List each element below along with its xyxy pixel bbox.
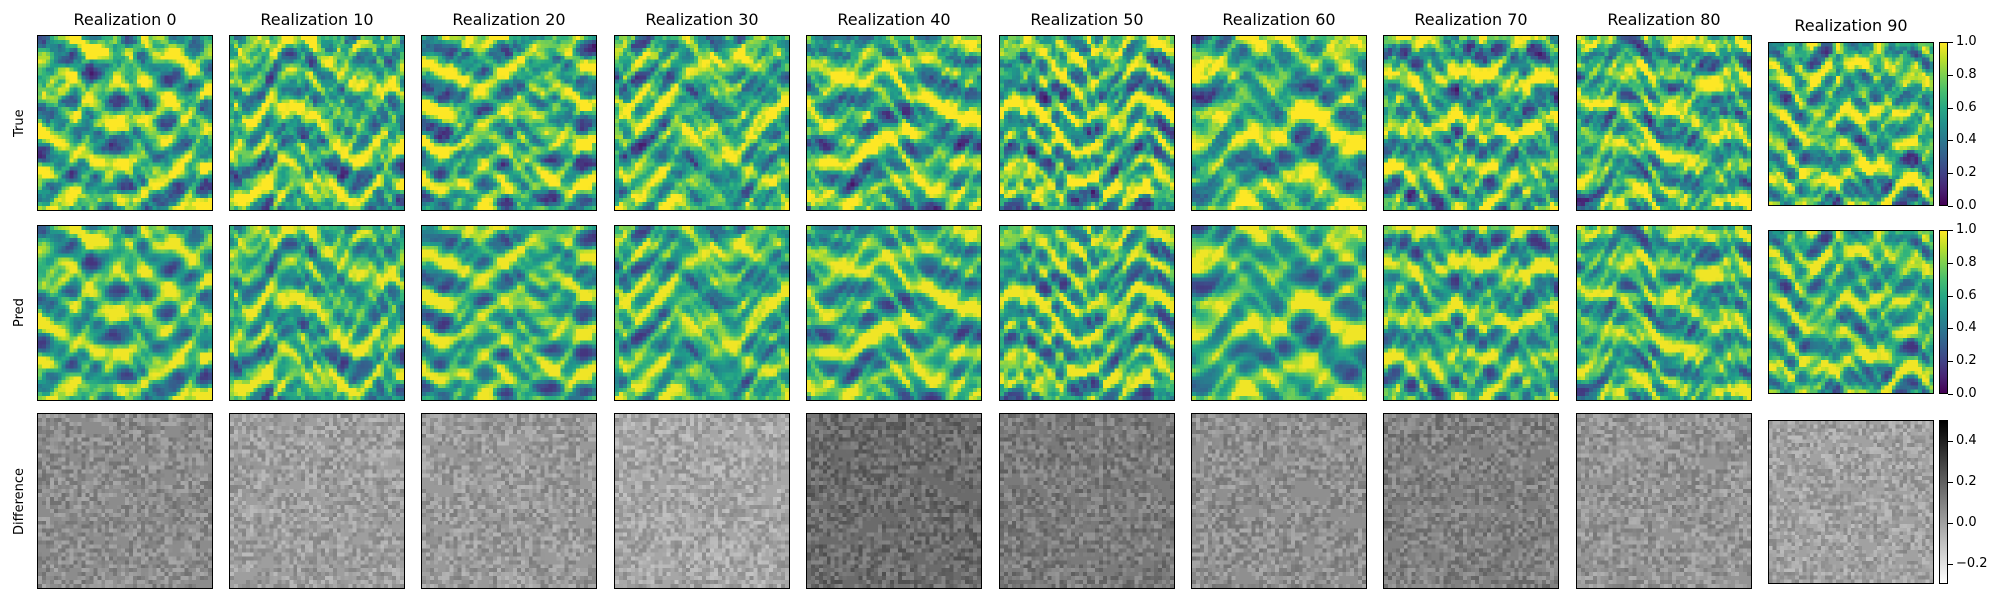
colorbar-true xyxy=(1939,42,1948,206)
panel-true-realization-40 xyxy=(806,35,982,211)
colorbar-tick-label: 1.0 xyxy=(1956,34,1977,49)
column-title-realization-60: Realization 60 xyxy=(1191,10,1367,29)
panel-pred-realization-60 xyxy=(1191,225,1367,401)
column-title-realization-70: Realization 70 xyxy=(1383,10,1559,29)
column-title-realization-0: Realization 0 xyxy=(37,10,213,29)
column-title-realization-30: Realization 30 xyxy=(614,10,790,29)
panel-true-realization-10 xyxy=(229,35,405,211)
panel-difference-realization-30 xyxy=(614,413,790,589)
colorbar-tick-mark xyxy=(1948,206,1953,207)
colorbar-tick-label: −0.2 xyxy=(1956,556,1988,571)
colorbar-tick-mark xyxy=(1948,361,1953,362)
colorbar-tick-label: 1.0 xyxy=(1956,222,1977,237)
colorbar-tick-mark xyxy=(1948,108,1953,109)
panel-difference-realization-0 xyxy=(37,413,213,589)
colorbar-tick-label: 0.0 xyxy=(1956,515,1977,530)
colorbar-difference xyxy=(1939,420,1948,584)
panel-true-realization-30 xyxy=(614,35,790,211)
colorbar-tick-mark xyxy=(1948,328,1953,329)
row-label-true: True xyxy=(12,63,34,183)
row-label-difference: Difference xyxy=(12,441,34,561)
panel-pred-realization-40 xyxy=(806,225,982,401)
panel-difference-realization-10 xyxy=(229,413,405,589)
panel-difference-realization-20 xyxy=(421,413,597,589)
row-label-pred: Pred xyxy=(12,253,34,373)
panel-pred-realization-30 xyxy=(614,225,790,401)
colorbar-tick-mark xyxy=(1948,394,1953,395)
panel-difference-realization-40 xyxy=(806,413,982,589)
panel-true-realization-20 xyxy=(421,35,597,211)
panel-pred-realization-10 xyxy=(229,225,405,401)
colorbar-pred xyxy=(1939,230,1948,394)
colorbar-tick-mark xyxy=(1948,42,1953,43)
colorbar-tick-mark xyxy=(1948,564,1953,565)
colorbar-tick-label: 0.6 xyxy=(1956,100,1977,115)
panel-pred-realization-70 xyxy=(1383,225,1559,401)
column-title-realization-40: Realization 40 xyxy=(806,10,982,29)
colorbar-tick-mark xyxy=(1948,263,1953,264)
panel-pred-realization-0 xyxy=(37,225,213,401)
panel-difference-realization-50 xyxy=(999,413,1175,589)
panel-difference-realization-80 xyxy=(1576,413,1752,589)
column-title-realization-80: Realization 80 xyxy=(1576,10,1752,29)
colorbar-tick-label: 0.2 xyxy=(1956,353,1977,368)
colorbar-tick-label: 0.8 xyxy=(1956,67,1977,82)
panel-true-realization-70 xyxy=(1383,35,1559,211)
colorbar-tick-mark xyxy=(1948,482,1953,483)
panel-true-realization-90 xyxy=(1768,42,1934,206)
colorbar-tick-mark xyxy=(1948,173,1953,174)
colorbar-tick-mark xyxy=(1948,140,1953,141)
panel-true-realization-80 xyxy=(1576,35,1752,211)
colorbar-tick-label: 0.0 xyxy=(1956,386,1977,401)
colorbar-tick-mark xyxy=(1948,75,1953,76)
colorbar-tick-mark xyxy=(1948,296,1953,297)
colorbar-tick-label: 0.4 xyxy=(1956,433,1977,448)
colorbar-tick-label: 0.6 xyxy=(1956,288,1977,303)
panel-pred-realization-50 xyxy=(999,225,1175,401)
panel-true-realization-50 xyxy=(999,35,1175,211)
colorbar-tick-mark xyxy=(1948,441,1953,442)
colorbar-tick-label: 0.2 xyxy=(1956,165,1977,180)
colorbar-tick-label: 0.8 xyxy=(1956,255,1977,270)
colorbar-tick-mark xyxy=(1948,523,1953,524)
column-title-realization-50: Realization 50 xyxy=(999,10,1175,29)
colorbar-tick-label: 0.4 xyxy=(1956,132,1977,147)
colorbar-tick-label: 0.2 xyxy=(1956,474,1977,489)
column-title-realization-10: Realization 10 xyxy=(229,10,405,29)
panel-pred-realization-80 xyxy=(1576,225,1752,401)
panel-true-realization-0 xyxy=(37,35,213,211)
column-title-realization-20: Realization 20 xyxy=(421,10,597,29)
colorbar-tick-label: 0.0 xyxy=(1956,198,1977,213)
panel-difference-realization-90 xyxy=(1768,420,1934,584)
colorbar-tick-mark xyxy=(1948,230,1953,231)
panel-difference-realization-60 xyxy=(1191,413,1367,589)
panel-pred-realization-90 xyxy=(1768,230,1934,394)
column-title-realization-90: Realization 90 xyxy=(1763,16,1939,35)
panel-true-realization-60 xyxy=(1191,35,1367,211)
panel-pred-realization-20 xyxy=(421,225,597,401)
colorbar-tick-label: 0.4 xyxy=(1956,320,1977,335)
panel-difference-realization-70 xyxy=(1383,413,1559,589)
